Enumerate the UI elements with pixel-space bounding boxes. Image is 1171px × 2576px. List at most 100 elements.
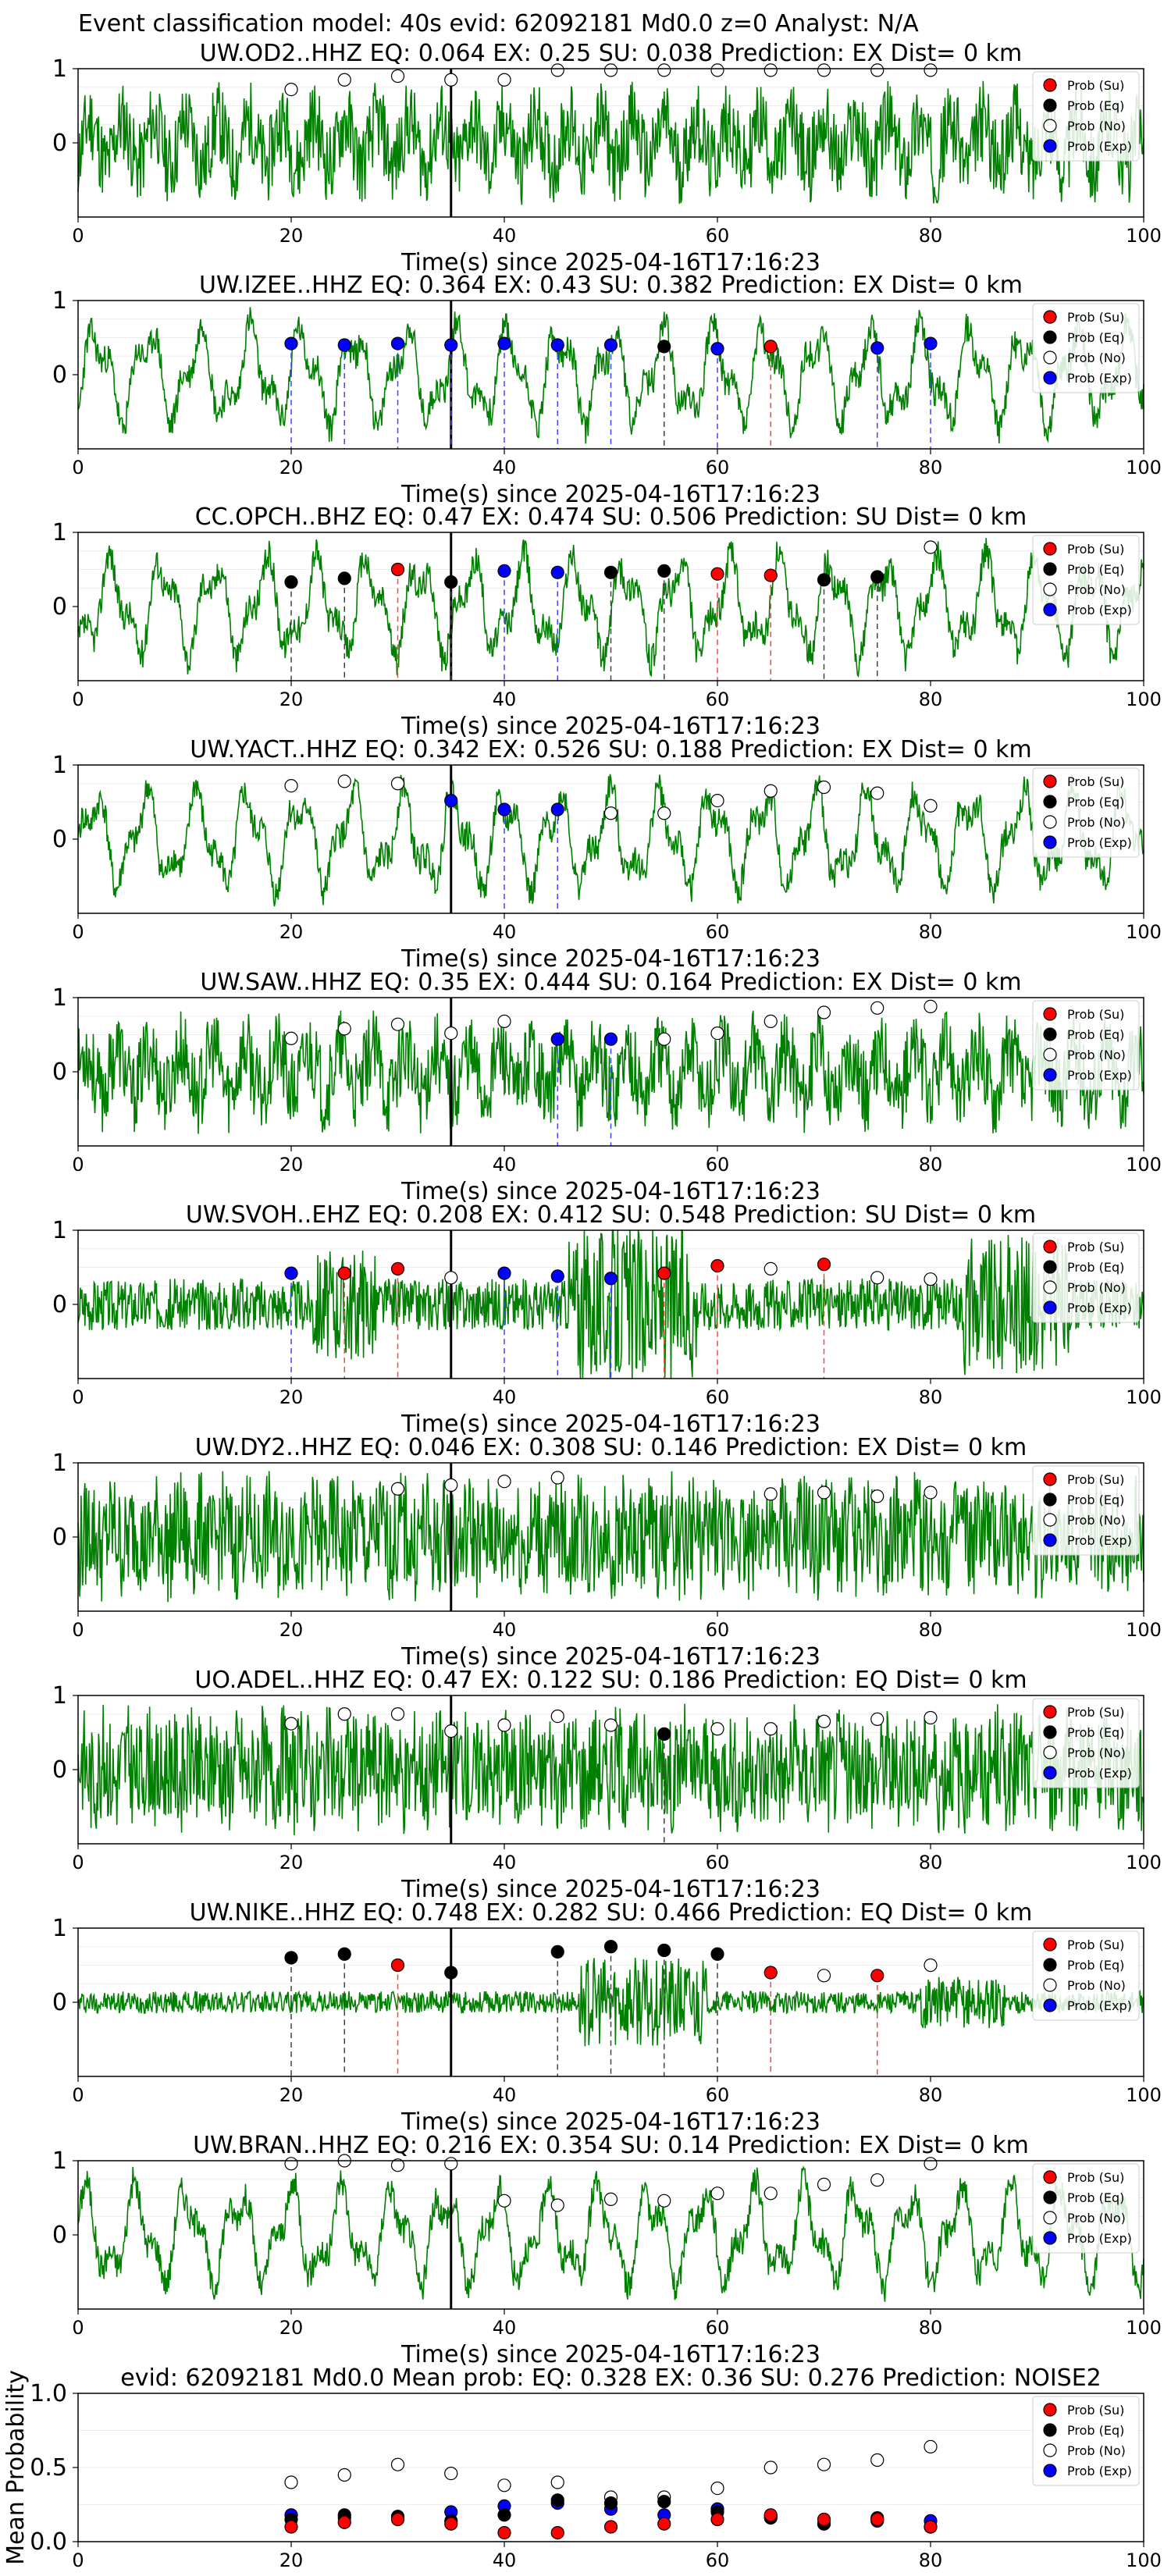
legend-label: Prob (Eq) [1067,98,1124,113]
mean-point-eq [497,2508,511,2522]
legend-label: Prob (Su) [1067,542,1124,557]
prob-point-exp [497,336,511,350]
prob-point-no [337,73,351,87]
prob-point-no [710,1722,724,1736]
x-tick-label: 100 [1126,1386,1162,1408]
chart-panel-11: evid: 62092181 Md0.0 Mean prob: EQ: 0.32… [2,2364,1162,2571]
legend-marker-exp [1043,603,1057,617]
mean-point-su [657,2517,671,2531]
legend-marker-exp [1043,2464,1057,2478]
prob-point-su [763,568,778,582]
prob-point-exp [603,338,618,352]
legend-marker-exp [1043,1766,1057,1780]
legend-label: Prob (Eq) [1067,1027,1124,1042]
x-tick-label: 20 [279,1852,304,1873]
prob-point-no [817,1485,831,1500]
prob-point-no [284,2157,298,2171]
x-tick-label: 60 [706,1154,730,1176]
legend-label: Prob (Eq) [1067,1260,1124,1275]
panel-title: UW.YACT..HHZ EQ: 0.342 EX: 0.526 SU: 0.1… [190,736,1031,763]
mean-point-su [603,2520,618,2534]
prob-point-no [870,1001,884,1015]
legend-marker-su [1043,1705,1057,1719]
legend-label: Prob (Su) [1067,2170,1124,2185]
x-tick-label: 80 [919,1386,943,1408]
x-tick-label: 0 [72,2549,84,2571]
prob-point-no [924,540,938,554]
waveform-trace [77,1958,1144,2047]
legend-marker-eq [1043,1725,1057,1739]
y-tick-label: 0 [52,826,67,853]
x-tick-label: 80 [919,457,943,479]
x-tick-label: 40 [493,2549,517,2571]
prob-point-no [603,806,618,820]
panel-title: evid: 62092181 Md0.0 Mean prob: EQ: 0.32… [120,2364,1102,2392]
mean-point-su [817,2512,831,2527]
prob-point-no [657,63,671,77]
legend-box [1032,1465,1140,1556]
x-tick-label: 100 [1126,2549,1162,2571]
legend-label: Prob (Eq) [1067,795,1124,809]
x-tick-label: 60 [706,2549,730,2571]
prob-point-no [763,1487,778,1501]
prob-point-eq [284,1951,298,1965]
legend-box [1032,1930,1140,2021]
prob-point-eq [870,570,884,584]
x-tick-label: 100 [1126,1852,1162,1873]
legend-label: Prob (Su) [1067,1240,1124,1254]
legend-marker-no [1043,1280,1057,1294]
x-tick-label: 0 [72,1386,84,1408]
legend-label: Prob (Su) [1067,2403,1124,2418]
waveform-trace [77,1229,1144,1379]
prob-point-no [924,1485,938,1500]
y-tick-label: 1.0 [30,2380,67,2407]
prob-point-no [710,2186,724,2201]
x-axis-label: Time(s) since 2025-04-16T17:16:23 [400,1411,820,1438]
prob-point-no [390,777,405,791]
x-tick-label: 100 [1126,457,1162,479]
prob-point-no [870,786,884,800]
legend-marker-su [1043,1472,1057,1486]
prob-point-no [444,1026,458,1041]
prob-point-su [710,567,724,581]
prob-point-no [763,1261,778,1276]
legend-marker-no [1043,350,1057,365]
x-tick-label: 40 [493,1619,517,1641]
y-tick-label: 0 [52,1756,67,1784]
x-tick-label: 60 [706,2084,730,2106]
x-axis-label: Time(s) since 2025-04-16T17:16:23 [400,1643,820,1670]
x-tick-label: 100 [1126,921,1162,943]
prob-point-no [763,63,778,77]
legend-label: Prob (Su) [1067,1937,1124,1952]
prob-point-no [390,2158,405,2172]
waveform-trace [77,1471,1144,1603]
prob-point-eq [337,571,351,585]
prob-point-su [390,1958,405,1973]
panel-title: CC.OPCH..BHZ EQ: 0.47 EX: 0.474 SU: 0.50… [195,503,1027,531]
legend-marker-exp [1043,1998,1057,2012]
x-tick-label: 0 [72,1852,84,1873]
prob-point-no [924,2157,938,2171]
legend-label: Prob (No) [1067,1745,1126,1760]
legend-marker-su [1043,1240,1057,1254]
legend-label: Prob (No) [1067,1048,1126,1062]
prob-point-su [870,1969,884,1983]
prob-point-no [870,1489,884,1503]
legend-label: Prob (Eq) [1067,2190,1124,2205]
prob-point-no [337,1707,351,1721]
y-tick-label: 1 [52,984,67,1012]
prob-point-exp [444,793,458,808]
legend-label: Prob (Exp) [1067,1068,1132,1083]
prob-point-eq [657,1727,671,1741]
x-tick-label: 40 [493,921,517,943]
x-tick-label: 40 [493,2084,517,2106]
prob-point-no [497,1014,511,1029]
prob-point-no [284,1031,298,1045]
x-tick-label: 40 [493,225,517,247]
y-tick-label: 1 [52,519,67,546]
legend-label: Prob (Su) [1067,78,1124,93]
legend-label: Prob (Eq) [1067,562,1124,577]
x-tick-label: 60 [706,1852,730,1873]
x-tick-label: 60 [706,225,730,247]
prob-point-exp [444,338,458,352]
